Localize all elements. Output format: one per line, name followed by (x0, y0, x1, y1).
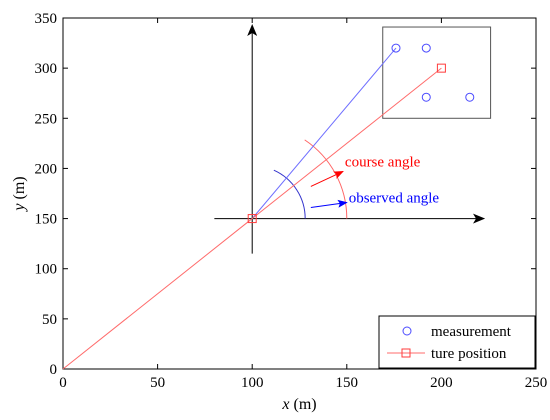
legend-box (378, 315, 536, 369)
y-tick-label: 100 (35, 262, 58, 278)
true-position-marker (436, 63, 446, 73)
y-tick-label: 300 (35, 61, 58, 77)
x-tick-label: 200 (430, 375, 453, 391)
x-axis-label-unit: (m) (294, 396, 317, 413)
y-axis-label-var: y (11, 203, 28, 213)
y-axis-label: y (m) (11, 176, 28, 212)
observed-angle-arrow (310, 199, 348, 209)
y-axis-label-unit: (m) (11, 176, 28, 199)
y-tick-label: 250 (35, 111, 58, 127)
true-position-marker (247, 214, 257, 224)
y-tick-label: 200 (35, 161, 58, 177)
legend-true-position-label: ture position (431, 346, 507, 362)
x-tick-label: 50 (150, 375, 165, 391)
true-position-line (62, 67, 442, 370)
x-tick-label: 250 (525, 375, 548, 391)
legend-true-position-marker (401, 348, 411, 358)
course-angle-label: course angle (345, 154, 421, 170)
legend-measurement-marker (402, 326, 412, 336)
y-tick-label: 350 (35, 11, 58, 27)
observed-angle-arc (273, 169, 306, 219)
measurement-marker (421, 92, 431, 102)
x-tick-label: 100 (241, 375, 264, 391)
x-axis-label: x (m) (281, 396, 316, 413)
legend: measurement ture position (378, 315, 536, 369)
measurement-marker (421, 43, 431, 53)
bearing-line (251, 47, 397, 219)
measurement-marker (391, 43, 401, 53)
y-tick-label: 0 (50, 362, 58, 378)
x-axis-label-var: x (281, 396, 289, 413)
legend-measurement-label: measurement (431, 324, 512, 340)
measurement-marker (465, 92, 475, 102)
observed-angle-label: observed angle (349, 191, 440, 207)
x-tick-label: 0 (59, 375, 67, 391)
x-tick-label: 150 (336, 375, 359, 391)
y-tick-label: 150 (35, 212, 58, 228)
plot-frame (62, 17, 537, 370)
measurement-region-box (382, 26, 492, 119)
course-angle-arrow (310, 170, 344, 187)
y-tick-label: 50 (42, 312, 57, 328)
